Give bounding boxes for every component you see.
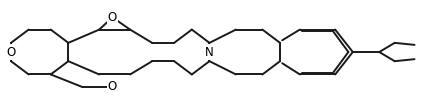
Text: O: O: [7, 45, 15, 59]
Text: N: N: [205, 45, 214, 59]
Text: O: O: [108, 11, 117, 24]
Text: O: O: [108, 80, 117, 93]
